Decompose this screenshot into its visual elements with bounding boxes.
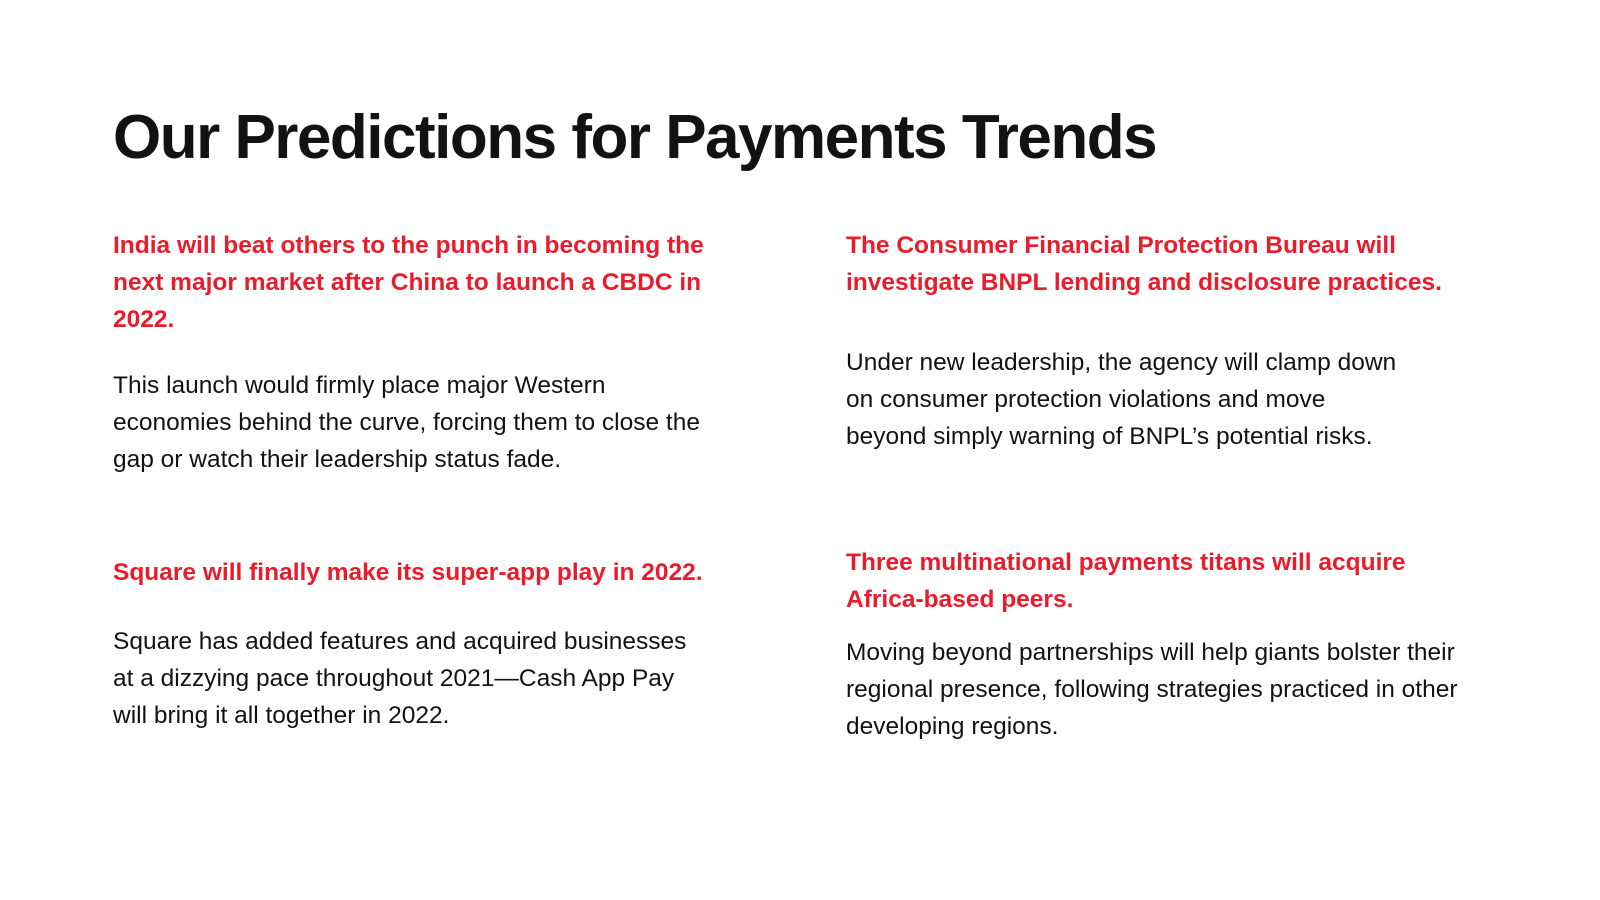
prediction-body: Under new leadership, the agency will cl… — [846, 349, 1397, 450]
prediction-heading: Square will finally make its super-app p… — [113, 559, 703, 586]
prediction-body: Moving beyond partnerships will help gia… — [846, 639, 1458, 740]
prediction-section-africa-acquisitions: Three multinational payments titans will… — [846, 544, 1511, 745]
prediction-heading: The Consumer Financial Protection Bureau… — [846, 232, 1442, 296]
prediction-body: This launch would firmly place major Wes… — [113, 372, 700, 473]
column-left: India will beat others to the punch in b… — [113, 227, 768, 734]
prediction-section-square-superapp: Square will finally make its super-app p… — [113, 554, 768, 734]
prediction-heading: Three multinational payments titans will… — [846, 549, 1406, 613]
prediction-section-cfpb-bnpl: The Consumer Financial Protection Bureau… — [846, 227, 1511, 455]
page-title: Our Predictions for Payments Trends — [113, 103, 1158, 172]
prediction-section-india-cbdc: India will beat others to the punch in b… — [113, 227, 768, 478]
prediction-body: Square has added features and acquired b… — [113, 628, 687, 729]
column-right: The Consumer Financial Protection Bureau… — [846, 227, 1511, 745]
prediction-heading: India will beat others to the punch in b… — [113, 232, 704, 333]
